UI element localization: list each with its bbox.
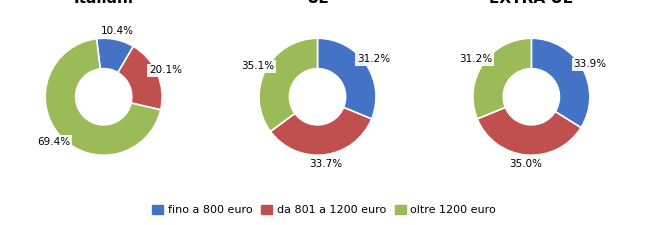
Legend: fino a 800 euro, da 801 a 1200 euro, oltre 1200 euro: fino a 800 euro, da 801 a 1200 euro, olt… [148, 200, 500, 219]
Wedge shape [45, 39, 161, 155]
Wedge shape [531, 38, 590, 128]
Wedge shape [118, 46, 162, 110]
Text: 10.4%: 10.4% [101, 26, 134, 36]
Text: 35.0%: 35.0% [509, 159, 542, 169]
Text: 33.9%: 33.9% [573, 59, 607, 69]
Text: 69.4%: 69.4% [37, 137, 70, 147]
Wedge shape [259, 38, 318, 131]
Text: 20.1%: 20.1% [149, 65, 182, 75]
Wedge shape [473, 38, 531, 119]
Text: 31.2%: 31.2% [357, 54, 390, 64]
Text: 33.7%: 33.7% [309, 159, 342, 169]
Text: 35.1%: 35.1% [241, 61, 274, 71]
Title: UE: UE [306, 0, 329, 7]
Title: EXTRA UE: EXTRA UE [489, 0, 573, 7]
Wedge shape [97, 38, 133, 72]
Wedge shape [270, 107, 372, 155]
Wedge shape [477, 107, 581, 155]
Title: Italiani: Italiani [74, 0, 133, 7]
Wedge shape [318, 38, 376, 119]
Text: 31.2%: 31.2% [459, 54, 492, 64]
